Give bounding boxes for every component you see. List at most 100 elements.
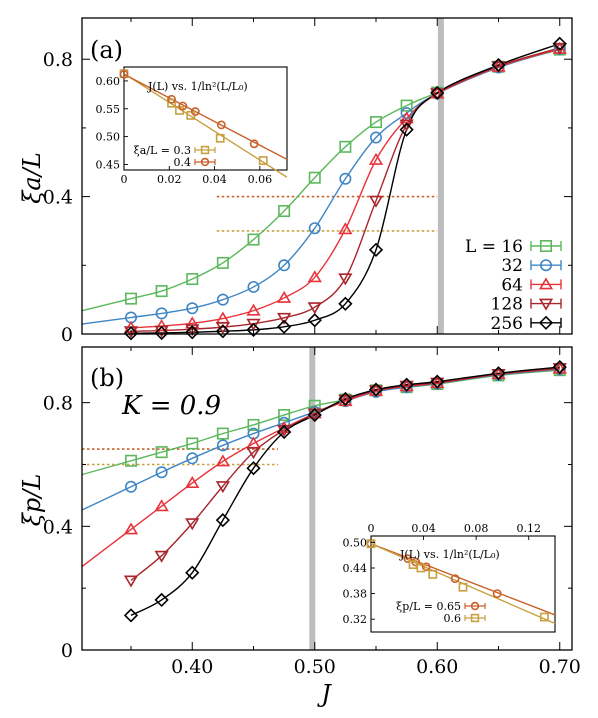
x-tick-label: 0.60 bbox=[416, 656, 458, 678]
data-point bbox=[125, 292, 138, 305]
fit-curve-L0 bbox=[81, 369, 560, 476]
inset-legend-label: 0.6 bbox=[444, 612, 462, 625]
data-point bbox=[338, 296, 353, 311]
data-point bbox=[339, 172, 352, 185]
y-tick-label: 0.8 bbox=[43, 49, 73, 71]
data-point bbox=[247, 418, 260, 431]
inset-data-point bbox=[178, 101, 188, 111]
data-point bbox=[276, 290, 292, 303]
data-point bbox=[185, 518, 200, 531]
inset-title: J(L) vs. 1/ln²(L/L₀) bbox=[399, 548, 500, 561]
data-point bbox=[430, 88, 445, 101]
data-point bbox=[278, 416, 291, 429]
data-point bbox=[215, 324, 230, 339]
data-point bbox=[307, 407, 322, 423]
panel-a-frame bbox=[81, 17, 573, 335]
data-point bbox=[154, 592, 169, 608]
fit-curve-L3 bbox=[130, 367, 560, 581]
data-point bbox=[185, 565, 200, 580]
inset-data-point bbox=[421, 562, 431, 572]
data-point bbox=[155, 446, 168, 459]
inset-data-point bbox=[366, 539, 376, 549]
panel-b-inset: 0.32 0.38 0.44 0.500 0.04 0.08 0.12 J(L) vs. 1/… bbox=[343, 522, 556, 633]
y-tick-label: 0 bbox=[61, 324, 73, 346]
data-point bbox=[368, 385, 384, 398]
data-point bbox=[216, 427, 229, 440]
y-tick-label: 0 bbox=[61, 640, 73, 662]
inset-y-tick-label: 0.50 bbox=[343, 536, 368, 549]
data-point bbox=[186, 302, 199, 315]
x-tick-label: 0.50 bbox=[294, 656, 336, 678]
data-point bbox=[246, 303, 261, 316]
panel-b-frame bbox=[81, 346, 573, 651]
x-tick-label: 0.70 bbox=[539, 656, 581, 678]
data-point bbox=[369, 131, 382, 144]
data-point bbox=[307, 302, 322, 315]
x-tick-label: 0.40 bbox=[171, 656, 213, 678]
panel-b: 00.40.8 0.40 0.50 0.60 0.70 (b) K = 0.9 ξp/… bbox=[18, 346, 581, 678]
y-tick-label: 0.4 bbox=[43, 516, 73, 538]
inset-x-tick-label: 0.12 bbox=[516, 522, 541, 535]
inset-legend-label: ξp/L = 0.65 bbox=[396, 600, 461, 613]
data-point bbox=[246, 318, 261, 331]
inset-data-point bbox=[258, 156, 268, 165]
data-point bbox=[307, 270, 322, 283]
inset-x-tick-label: 0.04 bbox=[411, 522, 436, 535]
data-point bbox=[185, 476, 200, 489]
data-point bbox=[185, 325, 200, 340]
data-point bbox=[491, 61, 506, 74]
data-point bbox=[308, 399, 321, 412]
legend-marker bbox=[539, 259, 552, 272]
panel-a-ylabel: ξa/L bbox=[18, 152, 46, 204]
data-point bbox=[368, 152, 384, 165]
data-point bbox=[491, 368, 506, 381]
data-point bbox=[246, 447, 261, 460]
data-point bbox=[552, 42, 567, 55]
k-annotation: K = 0.9 bbox=[121, 391, 221, 421]
data-point bbox=[278, 409, 291, 422]
inset-data-point bbox=[403, 554, 413, 564]
data-point bbox=[154, 325, 169, 341]
inset-data-point bbox=[492, 589, 502, 598]
data-point bbox=[491, 366, 506, 381]
inset-legend-marker bbox=[200, 145, 210, 155]
panel-b-label: (b) bbox=[90, 364, 124, 392]
inset-x-tick-label: 0 bbox=[368, 522, 375, 535]
data-point bbox=[123, 326, 139, 341]
inset-x-tick-label: 0 bbox=[121, 173, 128, 186]
inset-fit-line bbox=[123, 73, 288, 161]
inset-data-point bbox=[428, 569, 438, 579]
data-point bbox=[215, 513, 230, 528]
data-point bbox=[338, 394, 353, 407]
data-point bbox=[216, 439, 229, 452]
panel-a-label: (a) bbox=[90, 36, 123, 64]
data-point bbox=[247, 233, 260, 246]
inset-fit-line bbox=[370, 543, 556, 616]
data-point bbox=[123, 575, 139, 588]
inset-y-tick-label: 0.45 bbox=[96, 158, 121, 171]
data-point bbox=[246, 322, 261, 337]
data-point bbox=[399, 377, 414, 392]
data-point bbox=[246, 461, 261, 476]
inset-data-point bbox=[216, 120, 226, 130]
inset-title: J(L) vs. 1/ln²(L/L₀) bbox=[147, 80, 248, 93]
data-point bbox=[491, 57, 506, 73]
legend-marker bbox=[539, 240, 552, 253]
data-point bbox=[278, 259, 291, 272]
data-point bbox=[338, 391, 353, 407]
inset-x-tick-label: 0.02 bbox=[157, 173, 182, 186]
data-point bbox=[247, 280, 260, 293]
legend-marker bbox=[538, 298, 554, 311]
inset-y-tick-label: 0.50 bbox=[96, 131, 121, 144]
data-point bbox=[186, 273, 199, 286]
data-point bbox=[552, 363, 567, 376]
data-point bbox=[123, 522, 139, 535]
data-point bbox=[215, 481, 231, 494]
data-point bbox=[216, 256, 229, 269]
data-point bbox=[155, 307, 168, 320]
legend-marker bbox=[538, 315, 554, 330]
data-point bbox=[430, 374, 445, 389]
